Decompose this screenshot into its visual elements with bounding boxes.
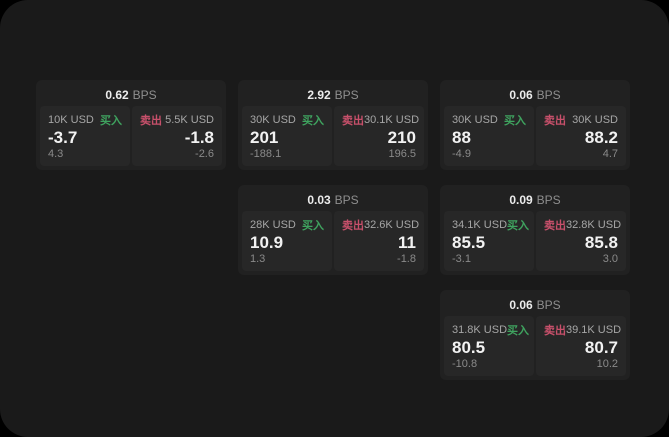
bps-unit-label: BPS [536,193,561,207]
buy-cell[interactable]: 28K USD 买入 10.9 1.3 [242,211,332,271]
sell-amount: 32.6K USD [364,219,420,231]
buy-tag: 买入 [302,220,324,232]
bps-value: 0.09 [509,193,533,207]
sell-cell[interactable]: 卖出 30K USD 88.2 4.7 [536,106,626,166]
sell-cell[interactable]: 卖出 32.6K USD 11 -1.8 [334,211,424,271]
buy-delta: 4.3 [48,148,64,160]
bps-header: 0.03 BPS [242,189,424,211]
sell-tag: 卖出 [342,115,364,127]
bps-header: 0.09 BPS [444,189,626,211]
bps-value: 0.06 [509,88,533,102]
buy-amount: 30K USD [452,114,498,126]
bps-value: 0.62 [105,88,129,102]
bps-unit-label: BPS [536,88,561,102]
sell-tag: 卖出 [140,115,162,127]
buy-amount: 31.8K USD [452,324,508,336]
bps-header: 0.06 BPS [444,84,626,106]
sell-tag: 卖出 [342,220,364,232]
sell-price: 11 [398,233,416,252]
quote-card: 0.03 BPS 28K USD 买入 10.9 1.3 卖出 [238,185,428,275]
bps-unit-label: BPS [334,193,359,207]
bps-value: 0.03 [307,193,331,207]
sell-delta: 4.7 [602,148,618,160]
buy-price: 88 [452,128,471,147]
sell-amount: 5.5K USD [165,114,214,126]
buy-amount: 10K USD [48,114,94,126]
bps-value: 2.92 [307,88,331,102]
buy-price: -3.7 [48,128,78,147]
buy-price: 10.9 [250,233,284,252]
buy-amount: 34.1K USD [452,219,508,231]
sell-cell[interactable]: 卖出 32.8K USD 85.8 3.0 [536,211,626,271]
sell-cell[interactable]: 卖出 5.5K USD -1.8 -2.6 [132,106,222,166]
buy-tag: 买入 [507,220,530,232]
quote-body: 34.1K USD 买入 85.5 -3.1 卖出 32.8K USD 85.8… [444,211,626,271]
quote-body: 30K USD 买入 88 -4.9 卖出 30K USD 88.2 4.7 [444,106,626,166]
sell-price: 80.7 [584,338,618,357]
sell-tag: 卖出 [544,115,566,127]
buy-cell[interactable]: 30K USD 买入 88 -4.9 [444,106,534,166]
buy-tag: 买入 [507,325,530,337]
buy-cell[interactable]: 34.1K USD 买入 85.5 -3.1 [444,211,534,271]
buy-amount: 30K USD [250,114,296,126]
sell-amount: 30.1K USD [364,114,420,126]
buy-cell[interactable]: 31.8K USD 买入 80.5 -10.8 [444,316,534,376]
bps-header: 0.62 BPS [40,84,222,106]
buy-price: 80.5 [452,338,486,357]
buy-delta: -3.1 [452,253,471,265]
quote-card: 0.06 BPS 31.8K USD 买入 80.5 -10.8 卖 [440,290,630,380]
buy-tag: 买入 [302,115,324,127]
sell-tag: 卖出 [544,325,566,337]
sell-delta: -2.6 [195,148,214,160]
buy-delta: -188.1 [250,148,282,160]
bps-unit-label: BPS [334,88,359,102]
buy-tag: 买入 [504,115,526,127]
sell-tag: 卖出 [544,220,566,232]
sell-price: -1.8 [184,128,214,147]
sell-price: 85.8 [584,233,618,252]
quote-card: 0.06 BPS 30K USD 买入 88 -4.9 卖出 [440,80,630,170]
quote-card: 0.62 BPS 10K USD 买入 -3.7 4.3 卖出 [36,80,226,170]
buy-delta: -10.8 [452,358,478,370]
quote-grid: 0.62 BPS 10K USD 买入 -3.7 4.3 卖出 [36,80,630,380]
sell-amount: 39.1K USD [566,324,622,336]
quote-column-2: 2.92 BPS 30K USD 买入 201 -188.1 卖出 [238,80,428,275]
buy-tag: 买入 [100,115,122,127]
bps-value: 0.06 [509,298,533,312]
buy-price: 85.5 [452,233,486,252]
quote-body: 28K USD 买入 10.9 1.3 卖出 32.6K USD 11 -1.8 [242,211,424,271]
quote-body: 10K USD 买入 -3.7 4.3 卖出 5.5K USD -1.8 -2.… [40,106,222,166]
sell-delta: 10.2 [596,358,618,370]
buy-amount: 28K USD [250,219,296,231]
quote-body: 31.8K USD 买入 80.5 -10.8 卖出 39.1K USD 80.… [444,316,626,376]
sell-cell[interactable]: 卖出 39.1K USD 80.7 10.2 [536,316,626,376]
sell-delta: 196.5 [388,148,416,160]
sell-price: 88.2 [584,128,618,147]
bps-header: 0.06 BPS [444,294,626,316]
buy-cell[interactable]: 30K USD 买入 201 -188.1 [242,106,332,166]
sell-amount: 32.8K USD [566,219,622,231]
bps-unit-label: BPS [536,298,561,312]
sell-delta: -1.8 [397,253,416,265]
quote-body: 30K USD 买入 201 -188.1 卖出 30.1K USD 210 1… [242,106,424,166]
quote-card: 0.09 BPS 34.1K USD 买入 85.5 -3.1 卖出 [440,185,630,275]
buy-delta: 1.3 [250,253,266,265]
buy-price: 201 [250,128,279,147]
buy-cell[interactable]: 10K USD 买入 -3.7 4.3 [40,106,130,166]
sell-cell[interactable]: 卖出 30.1K USD 210 196.5 [334,106,424,166]
quote-card: 2.92 BPS 30K USD 买入 201 -188.1 卖出 [238,80,428,170]
buy-delta: -4.9 [452,148,471,160]
sell-delta: 3.0 [602,253,618,265]
quote-column-3: 0.06 BPS 30K USD 买入 88 -4.9 卖出 [440,80,630,380]
sell-amount: 30K USD [572,114,618,126]
bps-header: 2.92 BPS [242,84,424,106]
quote-column-1: 0.62 BPS 10K USD 买入 -3.7 4.3 卖出 [36,80,226,170]
bps-unit-label: BPS [132,88,157,102]
sell-price: 210 [387,128,416,147]
